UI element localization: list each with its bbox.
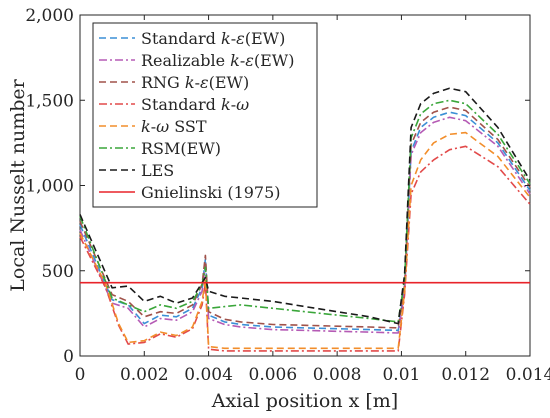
y-tick-label: 1,500 [25, 91, 74, 111]
x-axis-label: Axial position x [m] [211, 390, 398, 412]
legend-label-2: Realizable k-ε(EW) [141, 51, 294, 70]
x-tick-label: 0.012 [441, 365, 490, 385]
x-tick-label: 0.002 [120, 365, 169, 385]
series-layer [79, 87, 531, 352]
series-line-1 [79, 111, 531, 332]
series-line-6 [79, 99, 531, 323]
series-line-2 [79, 116, 531, 334]
y-tick-label: 0 [63, 347, 74, 367]
y-tick-label: 500 [42, 262, 74, 282]
y-tick-label: 1,000 [25, 177, 74, 197]
x-tick-label: 0.014 [506, 365, 550, 385]
legend-label-4: Standard k-ω [141, 95, 249, 114]
x-tick-label: 0 [75, 365, 86, 385]
x-tick-label: 0.01 [382, 365, 420, 385]
x-tick-label: 0.004 [184, 365, 233, 385]
legend-label-6: RSM(EW) [141, 139, 221, 158]
legend-label-5: k-ω SST [141, 117, 207, 136]
series-line-3 [79, 106, 531, 329]
x-tick-label: 0.008 [313, 365, 362, 385]
legend-label-3: RNG k-ε(EW) [141, 73, 249, 92]
series-line-5 [79, 131, 531, 350]
x-tick-label: 0.006 [249, 365, 298, 385]
legend-box [92, 22, 318, 208]
series-line-7 [79, 87, 531, 325]
tick-layer: 0 0.002 0.004 0.006 0.008 0.01 0.012 0.014 0 500 1… [25, 6, 550, 385]
y-tick-label: 2,000 [25, 6, 74, 26]
legend: Standard k-ε(EW) Realizable k-ε(EW) RNG k-… [92, 22, 318, 208]
legend-label-7: LES [141, 161, 174, 180]
y-axis-label: Local Nusselt number [7, 78, 29, 291]
legend-label-8: Gnielinski (1975) [141, 183, 281, 202]
legend-label-1: Standard k-ε(EW) [141, 29, 285, 48]
